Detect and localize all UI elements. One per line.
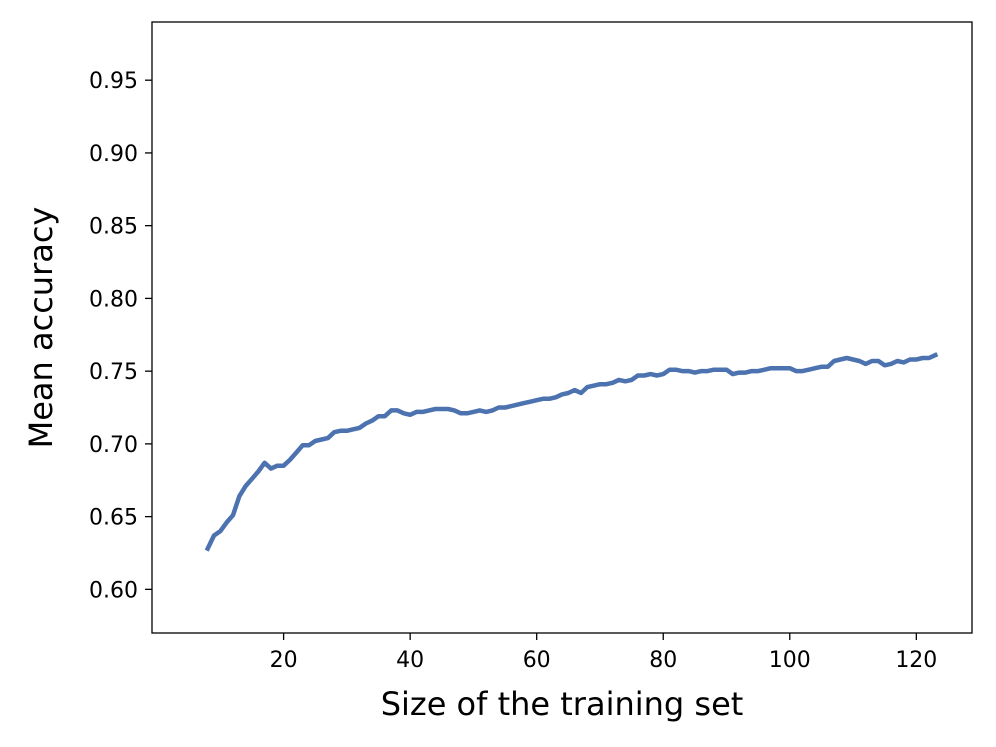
x-tick-label: 40	[396, 648, 424, 673]
x-axis-label: Size of the training set	[381, 685, 744, 723]
plot-frame	[151, 21, 973, 634]
y-axis-ticks: 0.60 0.65 0.70 0.75 0.80 0.85 0.90 0.95	[89, 69, 152, 603]
y-tick-label: 0.65	[89, 506, 138, 531]
x-tick-label: 120	[895, 648, 937, 673]
x-tick-label: 100	[769, 648, 811, 673]
y-tick-label: 0.70	[89, 433, 138, 458]
x-axis-ticks: 20 40 60 80 100 120	[270, 633, 937, 673]
y-tick-label: 0.80	[89, 287, 138, 312]
x-tick-label: 80	[649, 648, 677, 673]
plot-marks	[204, 352, 939, 552]
x-tick-label: 20	[270, 648, 298, 673]
y-axis-label: Mean accuracy	[22, 207, 60, 449]
series-line	[204, 352, 939, 552]
y-tick-label: 0.60	[89, 578, 138, 603]
y-tick-label: 0.85	[89, 215, 138, 240]
x-tick-label: 60	[523, 648, 551, 673]
y-tick-label: 0.95	[89, 69, 138, 94]
y-tick-label: 0.90	[89, 142, 138, 167]
y-tick-label: 0.75	[89, 360, 138, 385]
